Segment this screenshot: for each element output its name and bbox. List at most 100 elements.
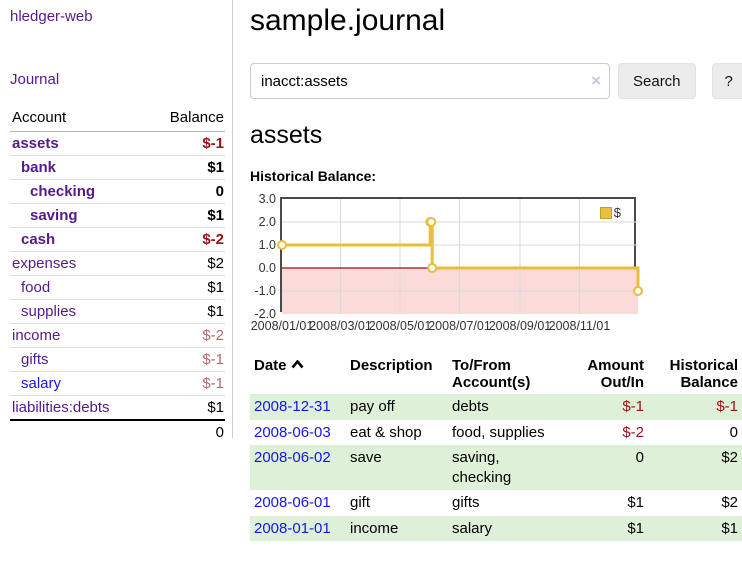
transaction-date-link[interactable]: 2008-06-02 [254, 449, 331, 466]
account-balance: $2 [146, 251, 225, 276]
transaction-date-link[interactable]: 2008-01-01 [254, 519, 331, 537]
transaction-amount: $-2 [622, 423, 644, 441]
transaction-description: save [350, 449, 382, 466]
accounts-body: assets $-1 bank $1 checking 0 saving $1 cash $-2 e… [10, 131, 225, 421]
transaction-balance: $-1 [716, 398, 738, 415]
account-link[interactable]: supplies [21, 303, 77, 320]
transaction-amount: 0 [635, 449, 644, 466]
account-balance: $1 [146, 203, 225, 228]
transaction-date: 2008-01-01 [250, 516, 346, 542]
account-balance: $-1 [146, 371, 225, 396]
transaction-balance: 0 [729, 423, 738, 441]
transaction-accounts: food, supplies [452, 423, 545, 441]
transaction-amount: $1 [627, 494, 644, 511]
search-form: × Search ? [250, 63, 742, 99]
transaction-date-link[interactable]: 2008-12-31 [254, 398, 331, 415]
search-button[interactable]: Search [618, 63, 696, 99]
legend-label: $ [613, 205, 621, 220]
accounts-total-value: 0 [215, 424, 224, 441]
account-link[interactable]: salary [21, 375, 62, 392]
transaction-amount: $1 [627, 519, 644, 537]
account-row: expenses $2 [10, 251, 225, 276]
account-link[interactable]: expenses [12, 255, 77, 272]
clear-search-icon[interactable]: × [591, 71, 601, 90]
y-axis-tick: -1.0 [254, 284, 276, 298]
transaction-description: gift [350, 494, 371, 511]
legend-swatch-icon [599, 206, 612, 219]
register-header-amount: Amount Out/In [587, 357, 644, 391]
account-balance: 0 [146, 179, 225, 204]
account-balance: $-1 [146, 131, 225, 156]
account-row: cash $-2 [10, 227, 225, 252]
accounts-table: Account Balance assets $-1 bank $1 checking 0… [10, 105, 225, 444]
account-link[interactable]: bank [21, 159, 57, 176]
x-axis-tick: 2008/11/01 [548, 319, 611, 333]
accounts-header-row: Account Balance [10, 105, 225, 132]
transaction-date: 2008-06-03 [250, 420, 346, 446]
page-title: sample.journal [250, 4, 446, 37]
help-button[interactable]: ? [711, 63, 742, 99]
chart-label: Historical Balance: [250, 168, 377, 184]
account-link[interactable]: food [21, 279, 51, 296]
account-balance: $-2 [146, 323, 225, 348]
account-row: food $1 [10, 275, 225, 300]
transaction-balance: $2 [721, 494, 738, 511]
historical-balance-chart: 3.0 2.0 1.0 0.0 -1.0 -2.0 $ 2008/01/01 2008/03… [250, 192, 742, 339]
y-axis-tick: 3.0 [258, 192, 276, 206]
account-row: liabilities:debts $1 [10, 395, 225, 421]
x-axis-labels: 2008/01/01 2008/03/01 2008/05/01 2008/07/01… [251, 319, 638, 335]
sort-ascending-icon [291, 359, 304, 369]
account-balance: $-2 [146, 227, 225, 252]
transaction-balance: $1 [721, 519, 738, 537]
transaction-row: 2008-06-02 save saving, checking 0 $2 [250, 445, 742, 490]
account-title: assets [250, 121, 323, 149]
sidebar-item-journal[interactable]: Journal [10, 71, 60, 88]
y-axis-tick: 0.0 [258, 261, 276, 275]
register-header-row: Date Description To/From Account(s) Amou… [250, 354, 742, 394]
transaction-date-link[interactable]: 2008-06-01 [254, 494, 331, 511]
transaction-row: 2008-06-01 gift gifts $1 $2 [250, 490, 742, 516]
transaction-description: eat & shop [350, 423, 422, 441]
account-row: income $-2 [10, 323, 225, 348]
transaction-date: 2008-12-31 [250, 394, 346, 420]
register-header-balance: Historical Balance [669, 357, 738, 391]
chart-canvas [277, 199, 643, 314]
accounts-total-row: 0 [10, 420, 225, 444]
account-link[interactable]: cash [21, 231, 56, 248]
transaction-date-link[interactable]: 2008-06-03 [254, 423, 331, 441]
search-input[interactable] [250, 63, 610, 99]
transaction-row: 2008-01-01 income salary $1 $1 [250, 515, 742, 542]
y-axis-tick: 1.0 [258, 238, 276, 252]
account-link[interactable]: gifts [21, 351, 49, 368]
transaction-accounts: gifts [452, 494, 480, 511]
register-body: 2008-12-31 pay off debts $-1 $-1 2008-06-03 ea… [250, 394, 742, 541]
account-row: salary $-1 [10, 371, 225, 396]
transaction-date: 2008-06-01 [250, 490, 346, 516]
accounts-header-account: Account [10, 105, 147, 132]
main-content: sample.journal × Search ? assets Histori… [234, 0, 742, 541]
register-header-date[interactable]: Date [250, 354, 346, 394]
transaction-row: 2008-06-03 eat & shop food, supplies $-2 0 [250, 420, 742, 446]
transaction-row: 2008-12-31 pay off debts $-1 $-1 [250, 394, 742, 420]
transaction-accounts: salary [452, 519, 493, 537]
account-balance: $1 [146, 395, 225, 421]
account-link[interactable]: assets [12, 135, 59, 152]
register-header-accounts: To/From Account(s) [452, 357, 531, 391]
register-table: Date Description To/From Account(s) Amou… [250, 354, 742, 541]
account-link[interactable]: liabilities:debts [12, 399, 110, 416]
account-row: saving $1 [10, 203, 225, 228]
account-row: bank $1 [10, 155, 225, 180]
app-brand-link[interactable]: hledger-web [10, 8, 93, 25]
transaction-description: pay off [350, 398, 395, 415]
account-link[interactable]: checking [30, 183, 96, 200]
account-balance: $-1 [146, 347, 225, 372]
chart-legend: $ [599, 205, 621, 220]
x-axis-tick: 2008/09/01 [488, 319, 552, 333]
account-row: assets $-1 [10, 131, 225, 156]
account-link[interactable]: income [12, 327, 61, 344]
account-row: supplies $1 [10, 299, 225, 324]
x-axis-tick: 2008/05/01 [368, 319, 432, 333]
x-axis-tick: 2008/01/01 [250, 319, 314, 333]
account-link[interactable]: saving [30, 207, 78, 224]
transaction-balance: $2 [721, 449, 738, 466]
